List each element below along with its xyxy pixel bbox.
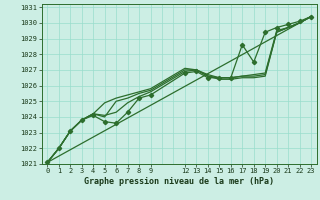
X-axis label: Graphe pression niveau de la mer (hPa): Graphe pression niveau de la mer (hPa) [84, 177, 274, 186]
